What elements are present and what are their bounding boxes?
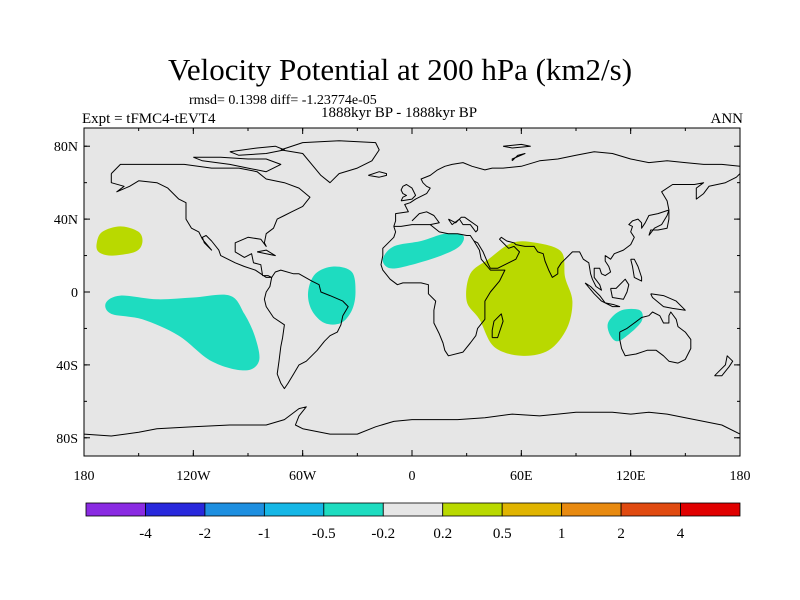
coastline <box>368 171 387 178</box>
coastline <box>714 355 734 377</box>
colorbar-swatch <box>620 502 681 517</box>
coastline <box>648 209 670 236</box>
lon-tick-label: 60E <box>510 469 533 484</box>
coastline <box>411 211 440 226</box>
coastline <box>400 184 417 202</box>
coastline <box>511 153 526 162</box>
map-background <box>84 128 740 456</box>
lon-tick-label: 60W <box>289 469 317 484</box>
colorbar-swatch <box>442 502 503 517</box>
period-label: 1888kyr BP - 1888kyr BP <box>321 105 478 121</box>
coastline <box>619 311 692 364</box>
lat-tick-label: 0 <box>71 286 78 301</box>
coastline <box>84 406 740 437</box>
colorbar-swatch <box>204 502 265 517</box>
coastline <box>257 249 276 257</box>
stats-line: rmsd= 0.1398 diff= -1.23774e-05 <box>189 93 377 108</box>
season-label: ANN <box>710 111 744 127</box>
colorbar-label: -1 <box>258 526 271 542</box>
coastline <box>473 173 740 291</box>
colorbar-swatch <box>145 502 206 517</box>
coastline <box>193 156 282 173</box>
colorbar-swatch <box>382 502 444 517</box>
coastline <box>447 216 479 233</box>
colorbar-label: -0.5 <box>312 526 336 542</box>
coastline <box>630 258 643 282</box>
axis-ticks: 80N 40N 0 40S 80S 180 120W 60W 0 60E 120E 180 <box>54 128 751 484</box>
coastline <box>229 145 285 156</box>
coastline <box>604 302 621 308</box>
lon-tick-label: 120W <box>176 469 211 484</box>
lon-tick-label: 120E <box>616 469 646 484</box>
coastline <box>503 143 531 149</box>
lon-tick-label: 0 <box>409 469 416 484</box>
coastline <box>263 269 349 390</box>
colorbar-swatch <box>680 502 741 517</box>
colorbar-label: 2 <box>617 526 625 542</box>
lat-tick-label: 80S <box>56 432 78 447</box>
region-australia-negative <box>607 308 643 342</box>
colorbar-label: -2 <box>199 526 212 542</box>
coastline <box>280 140 380 184</box>
coastline <box>491 313 504 339</box>
lat-tick-label: 80N <box>54 140 78 155</box>
lat-tick-label: 40N <box>54 213 78 228</box>
colorbar-swatch <box>263 502 325 517</box>
experiment-label: Expt = tFMC4-tEVT4 <box>82 111 216 127</box>
coastline <box>650 293 686 311</box>
colorbar-swatch <box>323 502 384 517</box>
coastline <box>110 163 311 278</box>
colorbar: -4 -2 -1 -0.5 -0.2 0.2 0.5 1 2 4 <box>85 502 741 542</box>
colorbar-swatch <box>501 502 563 517</box>
colorbar-label: -4 <box>139 526 152 542</box>
coastline <box>380 224 506 357</box>
colorbar-swatch <box>561 502 622 517</box>
colorbar-label: 0.5 <box>493 526 512 542</box>
colorbar-label: 1 <box>558 526 566 542</box>
plot-title: Velocity Potential at 200 hPa (km2/s) <box>167 52 633 87</box>
region-south-pacific-negative <box>105 294 260 371</box>
coastlines <box>84 140 740 437</box>
colorbar-label: 0.2 <box>433 526 452 542</box>
region-north-africa-negative <box>382 233 465 269</box>
coastline <box>393 151 740 227</box>
colorbar-swatch <box>85 502 146 517</box>
coastline <box>610 278 630 300</box>
lat-tick-label: 40S <box>56 359 78 374</box>
lon-tick-label: 180 <box>730 469 751 484</box>
lon-tick-label: 180 <box>74 469 95 484</box>
colorbar-label: 4 <box>677 526 685 542</box>
colorbar-label: -0.2 <box>371 526 395 542</box>
region-north-pacific-positive <box>96 226 143 256</box>
region-south-america-negative <box>307 266 356 325</box>
